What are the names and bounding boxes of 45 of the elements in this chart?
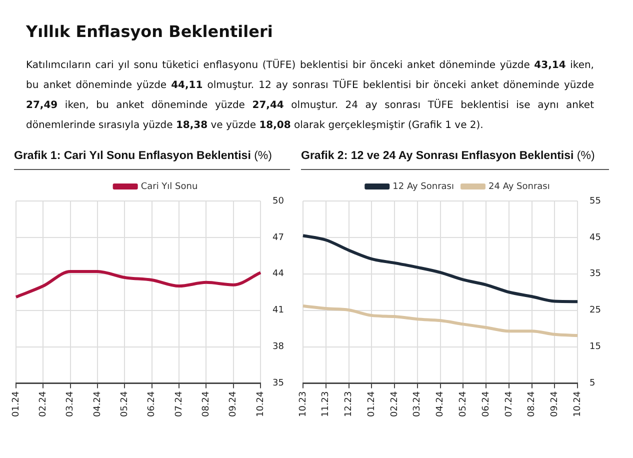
x-tick-label: 09.24 [550,390,560,417]
x-tick-label: 07.24 [174,390,184,417]
y-tick-label: 25 [590,306,601,316]
y-tick-label: 47 [272,232,284,243]
chart-title: Grafik 2: 12 ve 24 Ay Sonrası Enflasyon Beklentisi (%) [301,150,609,170]
y-tick-label: 50 [272,196,284,206]
y-tick-label: 55 [590,196,601,206]
y-tick-label: 41 [272,306,284,316]
text: Yıllık Enflasyon Beklentileri [26,22,273,41]
x-tick-label: 05.24 [458,390,468,417]
line-series [302,304,580,337]
x-tick-label: 12.23 [344,391,354,417]
y-tick-label: 35 [272,378,284,389]
x-tick-label: 03.24 [412,390,423,417]
chart-title: Grafik 1: Cari Yıl Sonu Enflasyon Beklentisi (%) [14,150,290,170]
x-tick-label: 09.24 [228,390,239,417]
x-tick-label: 08.24 [527,390,538,417]
x-tick-label: 10.24 [256,390,266,417]
y-tick-label: 15 [590,342,601,352]
x-tick-label: 11.23 [321,391,332,417]
x-tick-label: 10.23 [298,391,308,417]
x-tick-label: 02.24 [38,390,49,417]
line-series [14,270,262,298]
x-tick-label: 01.24 [366,390,377,417]
y-tick-label: 44 [272,269,284,280]
x-tick-label: 06.24 [147,390,158,417]
legend-label: Cari Yıl Sonu [140,182,198,192]
x-tick-label: 02.24 [390,390,400,417]
x-tick-label: 07.24 [504,390,514,417]
y-tick-label: 35 [590,269,601,280]
y-tick-label: 45 [590,232,601,243]
x-tick-label: 04.24 [92,390,103,417]
x-tick-label: 04.24 [436,390,446,417]
legend-label: 12 Ay Sonrası [392,182,454,192]
legend-label: 24 Ay Sonrası [488,182,550,192]
line-series [302,234,580,304]
x-tick-label: 05.24 [120,390,130,417]
y-tick-label: 5 [590,378,596,389]
y-tick-label: 38 [272,342,284,352]
x-tick-label: 06.24 [481,390,492,417]
x-tick-label: 08.24 [202,390,212,417]
x-tick-label: 10.24 [572,390,583,417]
x-tick-label: 03.24 [66,390,76,417]
x-tick-label: 01.24 [11,390,22,417]
text: Katılımcıların cari yıl sonu tüketici enflasyonu (TÜFE) beklentisi bir önceki anket döneminde yüzde 43,14 iken, bu anket döneminde yüzde 44,11 olmuştur. 12 ay sonrası TÜFE beklentisi bir önceki anket döneminde yüzde 27,49 iken, bu anket döneminde yüzde 27,44 olmuştur. 24 ay sonrası TÜFE beklentisi ise aynı anket dönemlerinde sırasıyla yüzde 18,38 ve yüzde 18,08 olarak gerçekleşmiştir (Grafik 1 ve 2). [26,60,594,131]
